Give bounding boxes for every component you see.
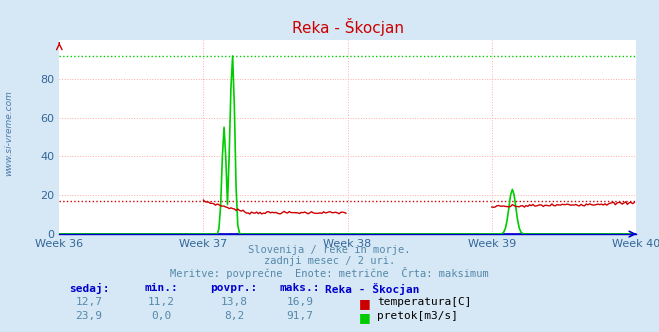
Text: povpr.:: povpr.: <box>210 283 258 293</box>
Text: www.si-vreme.com: www.si-vreme.com <box>4 90 13 176</box>
Text: zadnji mesec / 2 uri.: zadnji mesec / 2 uri. <box>264 256 395 266</box>
Text: 0,0: 0,0 <box>152 311 171 321</box>
Text: 13,8: 13,8 <box>221 297 247 307</box>
Text: 23,9: 23,9 <box>76 311 102 321</box>
Text: 12,7: 12,7 <box>76 297 102 307</box>
Text: ■: ■ <box>359 311 371 324</box>
Text: maks.:: maks.: <box>279 283 320 293</box>
Text: 91,7: 91,7 <box>287 311 313 321</box>
Text: temperatura[C]: temperatura[C] <box>377 297 471 307</box>
Text: 16,9: 16,9 <box>287 297 313 307</box>
Text: 11,2: 11,2 <box>148 297 175 307</box>
Title: Reka - Škocjan: Reka - Škocjan <box>292 18 403 36</box>
Text: pretok[m3/s]: pretok[m3/s] <box>377 311 458 321</box>
Text: Meritve: povprečne  Enote: metrične  Črta: maksimum: Meritve: povprečne Enote: metrične Črta:… <box>170 267 489 279</box>
Text: Slovenija / reke in morje.: Slovenija / reke in morje. <box>248 245 411 255</box>
Text: sedaj:: sedaj: <box>69 283 109 294</box>
Text: min.:: min.: <box>144 283 179 293</box>
Text: ■: ■ <box>359 297 371 310</box>
Text: 8,2: 8,2 <box>224 311 244 321</box>
Text: Reka - Škocjan: Reka - Škocjan <box>325 283 420 295</box>
